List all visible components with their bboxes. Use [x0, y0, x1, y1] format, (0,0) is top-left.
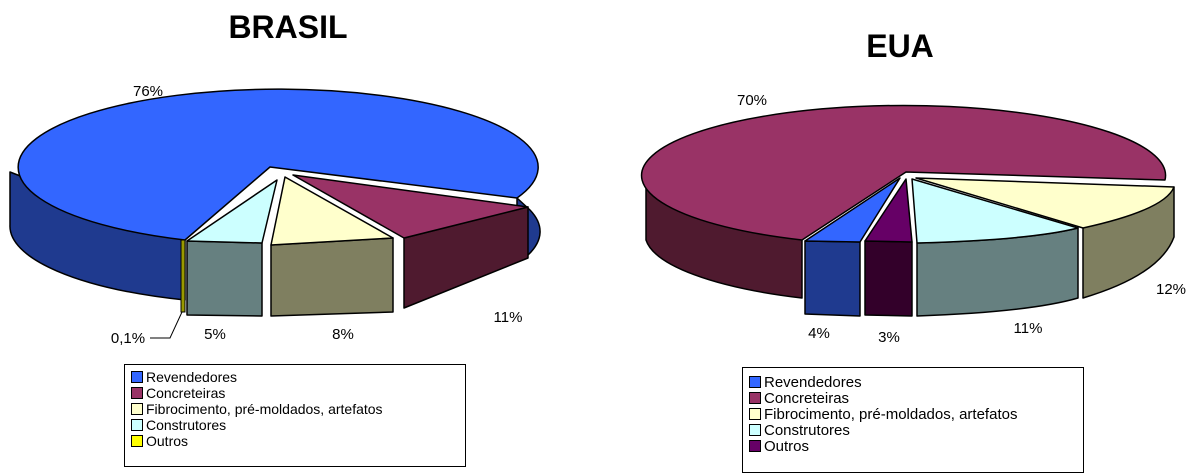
- brasil-label-construtores: 5%: [204, 326, 226, 343]
- legend-item: Concreteiras: [749, 389, 1083, 407]
- brasil-label-outros: 0,1%: [111, 330, 145, 347]
- eua-slice-concreteiras: [640, 104, 1167, 299]
- brasil-slice-construtores: [186, 179, 278, 317]
- legend-item: Concreteiras: [131, 385, 465, 401]
- brasil-label-revendedores: 76%: [133, 83, 163, 100]
- legend-label: Construtores: [146, 417, 227, 433]
- legend-swatch-revendedores: [131, 371, 143, 383]
- eua-label-concreteiras: 70%: [737, 92, 767, 109]
- legend-swatch-fibrocimento: [749, 408, 761, 420]
- eua-slice-fibrocimento: [915, 177, 1175, 299]
- legend-label: Fibrocimento, pré-moldados, artefatos: [764, 405, 1018, 423]
- legend-swatch-fibrocimento: [131, 403, 143, 415]
- eua-slice-construtores: [911, 178, 1079, 317]
- eua-label-fibrocimento: 12%: [1156, 281, 1186, 298]
- legend-item: Revendedores: [131, 369, 465, 385]
- legend-item: Fibrocimento, pré-moldados, artefatos: [131, 401, 465, 417]
- legend-swatch-concreteiras: [749, 392, 761, 404]
- brasil-label-concreteiras: 11%: [494, 309, 523, 326]
- legend-label: Concreteiras: [764, 389, 850, 407]
- legend-item: Revendedores: [749, 373, 1083, 391]
- brasil-title: BRASIL: [228, 9, 347, 45]
- legend-swatch-construtores: [749, 424, 761, 436]
- legend-item: Outros: [749, 437, 1083, 455]
- brasil-slice-revendedores: [9, 88, 541, 301]
- legend-swatch-concreteiras: [131, 387, 143, 399]
- eua-label-revendedores: 4%: [808, 325, 830, 342]
- brasil-slice-concreteiras: [292, 174, 529, 309]
- brasil-leader-line-outros: [150, 311, 183, 339]
- legend-swatch-construtores: [131, 419, 143, 431]
- legend-label: Revendedores: [146, 369, 238, 385]
- brasil-slice-fibrocimento: [270, 176, 394, 317]
- legend-swatch-outros: [749, 440, 761, 452]
- legend-label: Concreteiras: [146, 385, 226, 401]
- eua-slice-outros: [864, 178, 913, 317]
- eua-label-outros: 3%: [878, 329, 900, 346]
- eua-label-construtores: 11%: [1014, 320, 1043, 337]
- legend-label: Outros: [764, 437, 810, 455]
- brasil-label-fibrocimento: 8%: [332, 326, 354, 343]
- legend-item: Construtores: [131, 417, 465, 433]
- legend-swatch-revendedores: [749, 376, 761, 388]
- eua-title: EUA: [866, 28, 934, 64]
- legend-item: Construtores: [749, 421, 1083, 439]
- legend-label: Outros: [146, 433, 189, 449]
- brasil-legend: Revendedores Concreteiras Fibrocimento, …: [124, 364, 466, 467]
- eua-legend: Revendedores Concreteiras Fibrocimento, …: [742, 367, 1084, 473]
- legend-item: Outros: [131, 433, 465, 449]
- legend-label: Construtores: [764, 421, 850, 439]
- legend-item: Fibrocimento, pré-moldados, artefatos: [749, 405, 1083, 423]
- brasil-slice-outros: [180, 239, 186, 313]
- legend-swatch-outros: [131, 435, 143, 447]
- eua-slice-revendedores: [804, 177, 901, 317]
- legend-label: Fibrocimento, pré-moldados, artefatos: [146, 401, 383, 417]
- legend-label: Revendedores: [764, 373, 862, 391]
